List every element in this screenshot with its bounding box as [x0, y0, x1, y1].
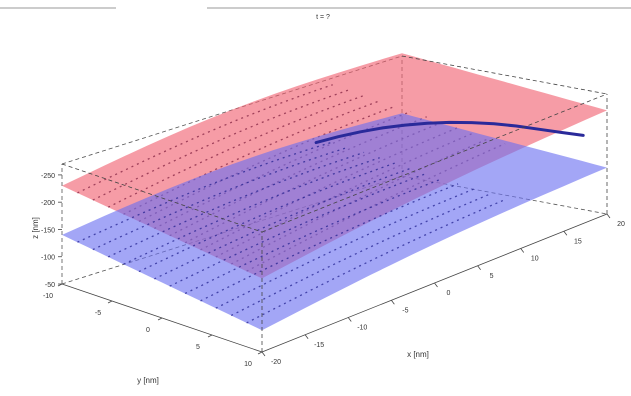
y-tick-label: 5	[196, 344, 200, 351]
y-tick-mark	[107, 300, 113, 304]
x-tick-mark	[563, 231, 568, 236]
x-tick-label: 0	[447, 290, 451, 297]
y-tick-mark	[207, 334, 213, 338]
z-tick-label: -250	[41, 173, 55, 180]
trajectory-line	[314, 120, 585, 145]
x-axis-label: x [nm]	[407, 350, 429, 359]
x-tick-label: -15	[314, 342, 324, 349]
y-tick-label: -10	[43, 293, 53, 300]
y-tick-mark	[157, 317, 163, 321]
x-tick-mark	[606, 213, 611, 219]
surface-1-scan-row	[123, 100, 380, 215]
chart-title: t = ?	[316, 14, 330, 21]
surface-2	[62, 113, 607, 331]
x-tick-mark	[520, 248, 525, 253]
z-tick-label: -200	[41, 200, 55, 207]
x-tick-mark	[434, 282, 438, 288]
y-axis-label: y [nm]	[137, 376, 159, 385]
x-tick-label: 10	[531, 256, 539, 263]
surfaces	[62, 53, 607, 331]
x-tick-mark	[347, 317, 352, 322]
z-axis-label: z [nm]	[31, 217, 40, 239]
x-tick-mark	[261, 351, 266, 357]
surface-2-scan-row	[77, 141, 333, 243]
box-edge-top-left	[61, 163, 263, 233]
surface-2-scan-row	[169, 172, 427, 287]
box-edge-top-front	[261, 93, 608, 233]
x-tick-label: 20	[617, 221, 625, 228]
x-tick-label: 15	[574, 238, 582, 245]
z-tick-label: -50	[45, 282, 55, 289]
surface-2-scan-row	[92, 146, 349, 251]
x-tick-label: -5	[402, 307, 408, 314]
x-tick-mark	[304, 334, 309, 339]
x-tick-label: -10	[357, 325, 367, 332]
x-tick-label: -20	[271, 359, 281, 366]
x-tick-mark	[477, 265, 481, 270]
x-tick-mark	[391, 300, 395, 305]
surface-2-scan-row	[230, 193, 490, 317]
surface-2-scan-row	[215, 188, 474, 309]
z-tick-label: -100	[41, 255, 55, 262]
trajectory-layer	[314, 120, 585, 145]
surface-1-scan-row	[138, 105, 396, 222]
y-tick-label: 10	[244, 361, 252, 368]
x-tick-label: 5	[490, 273, 494, 280]
surface-2-scan-row	[246, 199, 506, 324]
surface-2-scan-row	[154, 167, 412, 280]
z-tick-label: -150	[41, 227, 55, 234]
surface-2-scan-row	[184, 177, 443, 295]
y-tick-mark	[257, 351, 263, 355]
y-tick-label: 0	[146, 327, 150, 334]
y-tick-label: -5	[95, 310, 101, 317]
